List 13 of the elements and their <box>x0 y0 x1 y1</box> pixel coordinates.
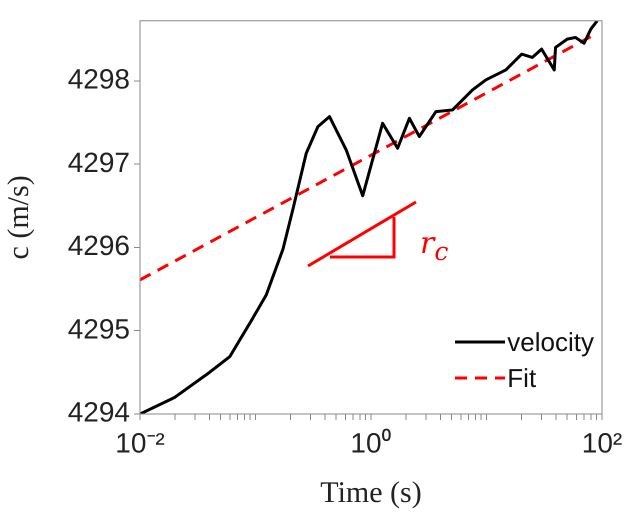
y-tick-label: 4296 <box>68 230 130 262</box>
y-tick-label: 4298 <box>68 64 130 94</box>
annotation: r$_{c}$ <box>420 226 448 266</box>
x-tick-label: 10⁰ <box>350 428 392 459</box>
legend-label: velocity <box>507 326 594 358</box>
legend-label: Fit <box>507 362 536 394</box>
x-tick-label: 10² <box>582 428 622 459</box>
x-tick-label: 10⁻² <box>115 428 165 459</box>
y-tick-label: 4295 <box>68 313 130 344</box>
y-tick-label: 4297 <box>68 146 130 178</box>
x-axis-title: Time (s) <box>320 476 422 509</box>
y-axis-title: c (m/s) <box>2 175 35 260</box>
y-tick-label: 4294 <box>68 396 130 428</box>
